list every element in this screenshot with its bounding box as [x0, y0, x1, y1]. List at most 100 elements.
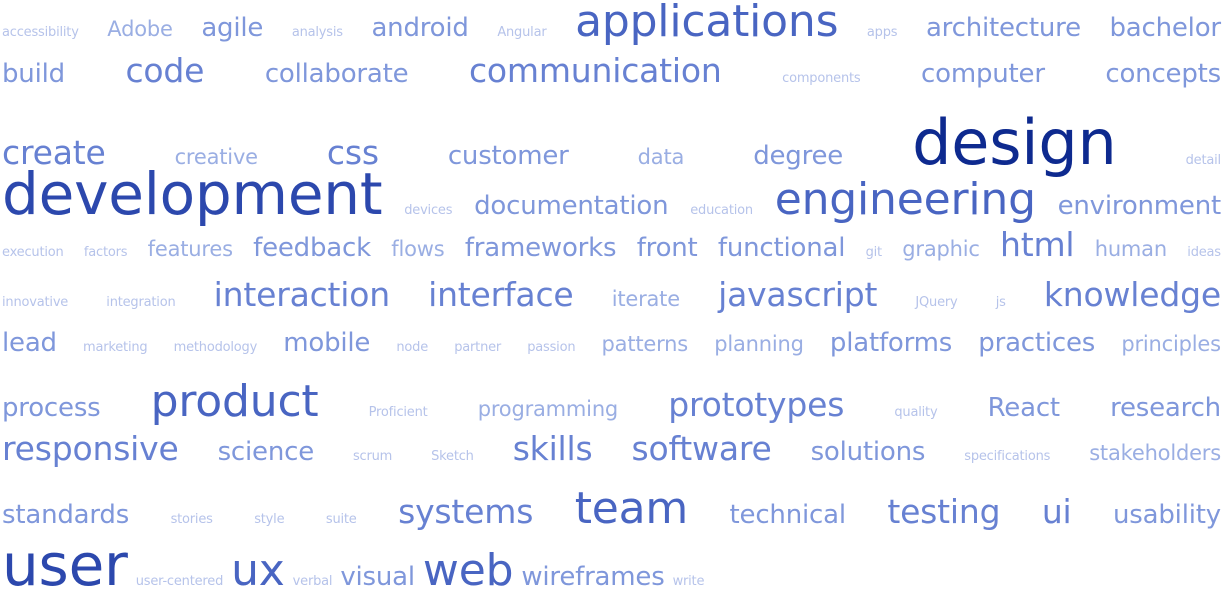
word-bachelor: bachelor [1109, 13, 1221, 43]
word-stories: stories [170, 512, 213, 527]
word-row: user user-centered ux verbal visual web wirefr… [2, 536, 1221, 594]
word-science: science [217, 437, 315, 467]
word-standards: standards [2, 500, 130, 530]
word-passion: passion [527, 340, 576, 355]
word-row: build code collaborate communication compone… [2, 54, 1221, 87]
word-scrum: scrum [352, 449, 393, 464]
word-data: data [637, 145, 685, 169]
word-systems: systems [398, 492, 534, 531]
word-ui: ui [1041, 492, 1072, 531]
word-applications: applications [575, 0, 839, 47]
word-stakeholders: stakeholders [1089, 441, 1221, 465]
word-team: team [574, 483, 689, 534]
word-accessibility: accessibility [2, 25, 79, 40]
word-responsive: responsive [2, 429, 179, 468]
word-interaction: interaction [213, 275, 390, 314]
word-execution: execution [2, 245, 64, 260]
word-partner: partner [454, 340, 502, 355]
word-css: css [326, 133, 379, 172]
word-platforms: platforms [829, 328, 953, 358]
word-principles: principles [1121, 332, 1221, 356]
word-build: build [2, 59, 65, 89]
word-android: android [371, 13, 469, 43]
word-innovative: innovative [2, 295, 69, 310]
word-software: software [631, 429, 772, 468]
word-frameworks: frameworks [464, 233, 617, 263]
word-product: product [150, 376, 319, 427]
word-lead: lead [2, 328, 57, 358]
word-factors: factors [83, 245, 128, 260]
word-node: node [396, 340, 429, 355]
word-create: create [2, 133, 106, 172]
word-methodology: methodology [173, 340, 258, 355]
word-solutions: solutions [810, 437, 926, 467]
word-agile: agile [201, 13, 264, 43]
word-development: development [2, 160, 383, 228]
word-ideas: ideas [1187, 245, 1221, 260]
word-visual: visual [340, 562, 415, 592]
word-programming: programming [477, 397, 619, 421]
word-research: research [1110, 393, 1221, 423]
word-graphic: graphic [902, 237, 980, 261]
word-sketch: Sketch [431, 449, 474, 464]
word-testing: testing [887, 492, 1001, 531]
word-concepts: concepts [1105, 59, 1221, 89]
word-human: human [1094, 237, 1167, 261]
word-style: style [254, 512, 285, 527]
word-adobe: Adobe [107, 17, 173, 41]
word-engineering: engineering [774, 174, 1036, 225]
word-javascript: javascript [718, 275, 878, 314]
word-specifications: specifications [964, 449, 1051, 464]
word-computer: computer [921, 59, 1045, 89]
word-web: web [422, 545, 514, 596]
word-angular: Angular [497, 25, 547, 40]
word-education: education [690, 203, 753, 218]
word-design: design [912, 106, 1117, 179]
word-environment: environment [1057, 191, 1222, 221]
word-customer: customer [447, 141, 569, 171]
word-mobile: mobile [283, 328, 371, 358]
word-degree: degree [753, 141, 844, 171]
word-suite: suite [325, 512, 357, 527]
word-devices: devices [404, 203, 453, 218]
word-components: components [782, 71, 861, 86]
word-wireframes: wireframes [521, 562, 665, 592]
word-functional: functional [717, 233, 846, 263]
word-architecture: architecture [925, 13, 1081, 43]
word-knowledge: knowledge [1043, 275, 1221, 314]
word-verbal: verbal [292, 574, 333, 589]
word-integration: integration [106, 295, 176, 310]
word-process: process [2, 393, 101, 423]
word-row: innovative integration interaction interfac… [2, 278, 1221, 311]
word-proficient: Proficient [368, 405, 428, 420]
word-user: user [2, 531, 128, 599]
word-marketing: marketing [83, 340, 148, 355]
word-planning: planning [714, 332, 804, 356]
word-practices: practices [978, 328, 1096, 358]
word-creative: creative [174, 145, 259, 169]
word-row: responsive science scrum Sketch skills softwa… [2, 432, 1221, 465]
word-row: execution factors features feedback flows fra… [2, 228, 1221, 261]
word-code: code [125, 51, 205, 90]
word-user-centered: user-centered [135, 574, 224, 589]
word-row: development devices documentation education… [2, 165, 1221, 223]
word-front: front [636, 233, 698, 263]
word-technical: technical [729, 500, 847, 530]
word-git: git [865, 245, 883, 260]
word-patterns: patterns [601, 332, 689, 356]
word-row: lead marketing methodology mobile node partne… [2, 330, 1221, 356]
word-feedback: feedback [253, 233, 371, 263]
word-usability: usability [1113, 500, 1221, 530]
word-interface: interface [428, 275, 574, 314]
word-row: create creative css customer data degree desig… [2, 112, 1221, 174]
word-row: accessibility Adobe agile analysis android An… [2, 0, 1221, 44]
word-write: write [672, 574, 705, 589]
word-html: html [1000, 225, 1075, 264]
word-skills: skills [512, 429, 593, 468]
word-analysis: analysis [291, 25, 343, 40]
word-documentation: documentation [474, 191, 669, 221]
word-quality: quality [894, 405, 938, 420]
word-iterate: iterate [611, 287, 680, 311]
word-ux: ux [231, 545, 285, 596]
word-jquery: JQuery [915, 295, 958, 310]
